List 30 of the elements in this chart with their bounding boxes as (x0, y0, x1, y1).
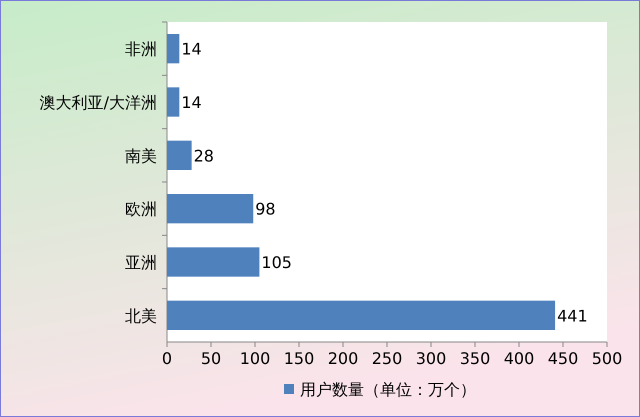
y-tick-label: 欧洲 (125, 200, 157, 219)
x-tick-label: 300 (416, 349, 446, 368)
x-tick-label: 350 (460, 349, 490, 368)
data-label: 28 (194, 146, 214, 166)
bar (167, 34, 180, 64)
data-label: 441 (557, 306, 588, 326)
x-tick-label: 100 (240, 349, 270, 368)
x-tick-label: 50 (200, 349, 222, 368)
x-tick-label: 0 (162, 349, 172, 368)
bar (167, 87, 180, 117)
x-tick-label: 450 (548, 349, 578, 368)
x-tick-label: 500 (592, 349, 622, 368)
bar (167, 300, 556, 330)
y-tick-label: 澳大利亚/大洋洲 (40, 93, 157, 112)
data-label: 105 (261, 253, 292, 272)
bar (167, 247, 260, 277)
y-tick-label: 非洲 (125, 40, 157, 59)
data-label: 14 (181, 40, 202, 59)
bar (167, 194, 254, 224)
y-tick-label: 南美 (125, 146, 157, 166)
data-label: 14 (181, 93, 202, 112)
legend-label: 用户数量（单位：万个） (300, 380, 476, 399)
bar (167, 140, 192, 170)
x-tick-label: 200 (328, 349, 358, 368)
y-tick-label: 北美 (125, 306, 157, 326)
y-tick-label: 亚洲 (125, 253, 157, 272)
data-label: 98 (255, 200, 276, 219)
x-tick-label: 150 (284, 349, 314, 368)
x-tick-label: 250 (372, 349, 402, 368)
x-tick-label: 400 (504, 349, 534, 368)
